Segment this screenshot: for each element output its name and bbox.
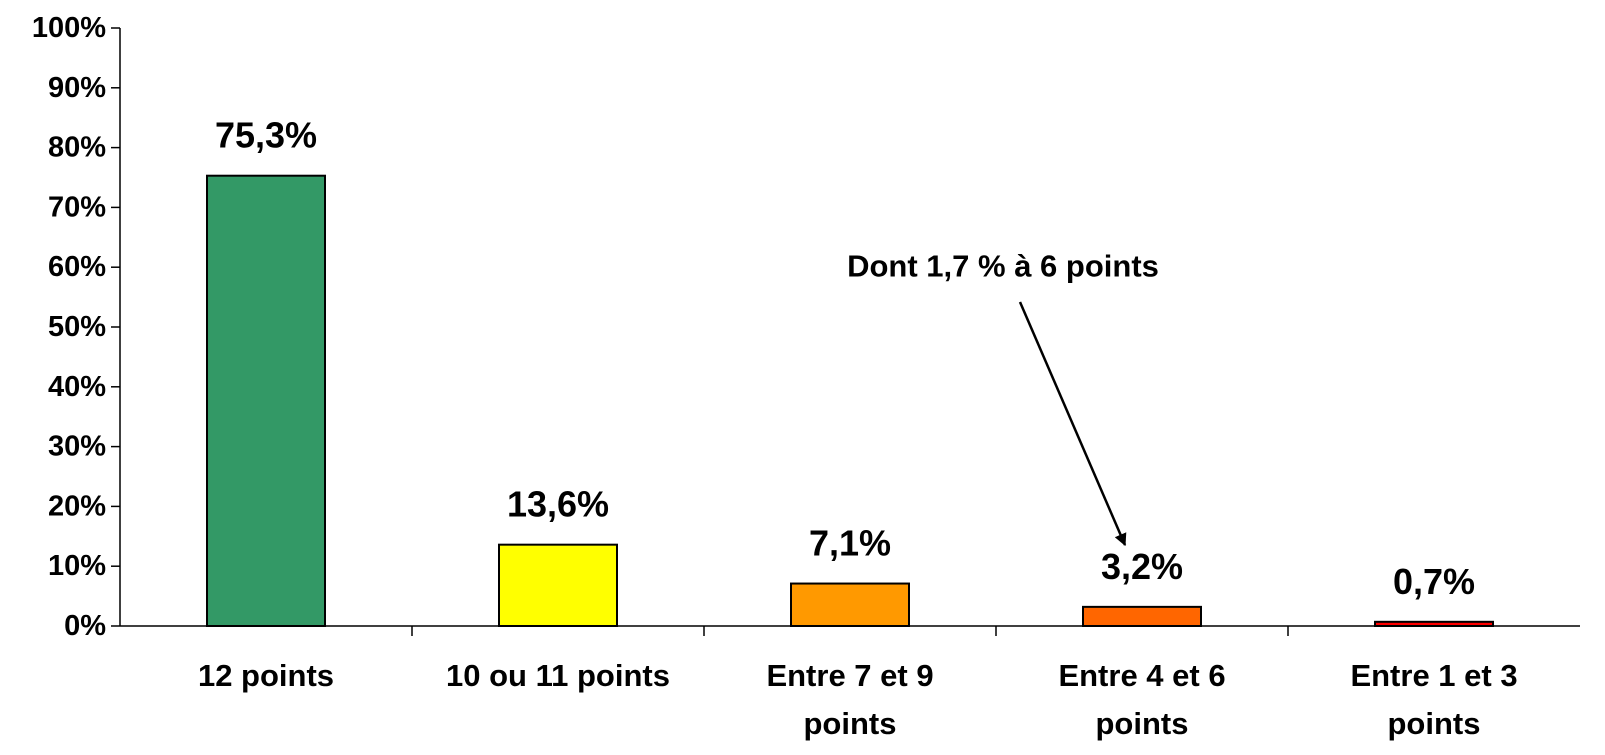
x-tick-label: Entre 7 et 9 points bbox=[766, 658, 933, 741]
data-label: 3,2% bbox=[1101, 546, 1183, 587]
x-tick-label: Entre 1 et 3 points bbox=[1350, 658, 1517, 741]
y-tick-label: 80% bbox=[48, 132, 106, 164]
y-tick-label: 0% bbox=[64, 610, 106, 642]
x-tick-label: 10 ou 11 points bbox=[446, 658, 670, 693]
bar bbox=[790, 582, 910, 627]
bar bbox=[498, 543, 618, 627]
bar bbox=[206, 174, 326, 627]
y-tick-label: 50% bbox=[48, 311, 106, 343]
data-label: 0,7% bbox=[1393, 561, 1475, 602]
y-tick-label: 60% bbox=[48, 251, 106, 283]
data-label: 7,1% bbox=[809, 523, 891, 564]
y-tick-label: 10% bbox=[48, 550, 106, 582]
bar bbox=[1082, 605, 1202, 628]
y-tick-label: 70% bbox=[48, 191, 106, 223]
data-label: 75,3% bbox=[215, 115, 317, 156]
data-label: 13,6% bbox=[507, 484, 609, 525]
data-labels: 75,3% 13,6% 7,1% 3,2% 0,7% bbox=[215, 115, 1475, 602]
annotation: Dont 1,7 % à 6 points bbox=[847, 249, 1159, 547]
y-tick-label: 30% bbox=[48, 431, 106, 463]
y-tick-label: 20% bbox=[48, 490, 106, 522]
bar bbox=[1374, 620, 1494, 628]
x-tick-label: 12 points bbox=[198, 658, 334, 693]
x-tick-label: Entre 4 et 6 points bbox=[1058, 658, 1225, 741]
annotation-text: Dont 1,7 % à 6 points bbox=[847, 249, 1159, 284]
annotation-arrow bbox=[1018, 301, 1127, 547]
y-axis: 0% 10% 20% 30% 40% 50% 60% 70% 80% 90% 100% bbox=[32, 12, 121, 642]
y-tick-label: 40% bbox=[48, 371, 106, 403]
bars bbox=[206, 174, 1494, 628]
x-axis: 12 points 10 ou 11 points Entre 7 et 9 poin… bbox=[120, 625, 1580, 741]
y-tick-label: 90% bbox=[48, 72, 106, 104]
y-tick-label: 100% bbox=[32, 12, 106, 44]
